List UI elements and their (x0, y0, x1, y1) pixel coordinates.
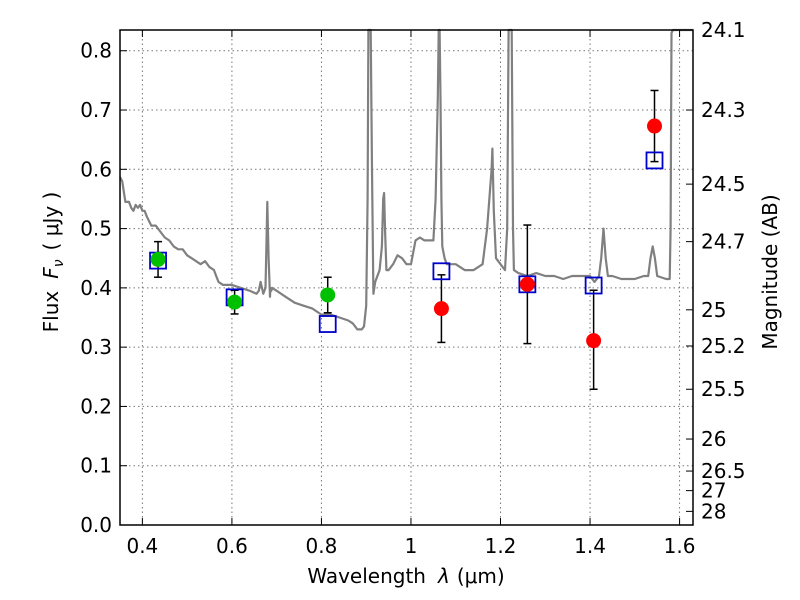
y-tick-label: 0.7 (80, 98, 112, 122)
magnitude-tick-label: 24.7 (701, 230, 746, 254)
magnitude-tick-label: 24.3 (701, 98, 746, 122)
y-tick-label: 0.2 (80, 394, 112, 418)
model-square (432, 262, 451, 281)
data-point (227, 294, 243, 310)
x-axis-title: Wavelength λ (μm) (307, 564, 504, 588)
data-point (433, 301, 449, 317)
magnitude-tick-label: 26.5 (701, 459, 746, 483)
model-square (518, 275, 537, 294)
x-tick-label: 0.8 (306, 534, 338, 558)
data-point (150, 251, 166, 267)
x-ticks: 0.4 0.6 0.8 1 1.2 1.4 1.6 (126, 30, 695, 558)
magnitude-tick-label: 28 (701, 499, 726, 523)
x-tick-label: 1.2 (485, 534, 517, 558)
grid-lines (120, 30, 693, 526)
y-tick-label: 0.1 (80, 454, 112, 478)
spectrum-line (119, 28, 693, 331)
x-tick-label: 1.6 (664, 534, 696, 558)
data-point (320, 287, 336, 303)
magnitude-tick-label: 25.5 (701, 377, 746, 401)
magnitude-tick-label: 25.2 (701, 334, 746, 358)
y-axis-subscript: ν (51, 259, 67, 267)
magnitude-tick-label: 24.1 (701, 18, 746, 42)
y-tick-label: 0.8 (80, 39, 112, 63)
x-tick-label: 0.4 (126, 534, 158, 558)
plot-frame (119, 29, 694, 526)
y-tick-label: 0.6 (80, 157, 112, 181)
x-axis-symbol: λ (437, 564, 450, 588)
magnitude-tick-label: 26 (701, 427, 726, 451)
y-axis-title: Flux Fν ( μJy ) (39, 192, 67, 333)
y-tick-label: 0.5 (80, 217, 112, 241)
error-bars (154, 89, 659, 390)
photometry-markers (149, 118, 664, 349)
x-axis-label: Wavelength (307, 564, 426, 588)
y-tick-label: 0.0 (80, 513, 112, 537)
magnitude-tick-label: 24.5 (701, 172, 746, 196)
magnitude-tick-label: 27 (701, 479, 726, 503)
x-tick-label: 1.4 (574, 534, 606, 558)
y-axis-label: Flux (39, 291, 63, 333)
y-axis-unit: ( μJy ) (39, 192, 63, 251)
x-tick-label: 1 (405, 534, 418, 558)
model-square (645, 151, 664, 170)
spectrum-layer (119, 28, 693, 331)
y2-axis-title: Magnitude (AB) (758, 194, 782, 349)
y-ticks: 0.0 0.1 0.2 0.3 0.4 0.5 0.6 0.7 0.8 (80, 39, 127, 537)
x-axis-unit: (μm) (457, 564, 505, 588)
y-axis-symbol: F (39, 267, 63, 279)
y-tick-label: 0.3 (80, 335, 112, 359)
magnitude-tick-label: 25 (701, 298, 726, 322)
data-point (586, 333, 602, 349)
model-square (318, 315, 337, 333)
data-point (647, 118, 663, 134)
model-square (584, 276, 603, 295)
data-point (519, 276, 535, 292)
y-tick-label: 0.4 (80, 276, 112, 300)
x-tick-label: 0.6 (216, 534, 248, 558)
